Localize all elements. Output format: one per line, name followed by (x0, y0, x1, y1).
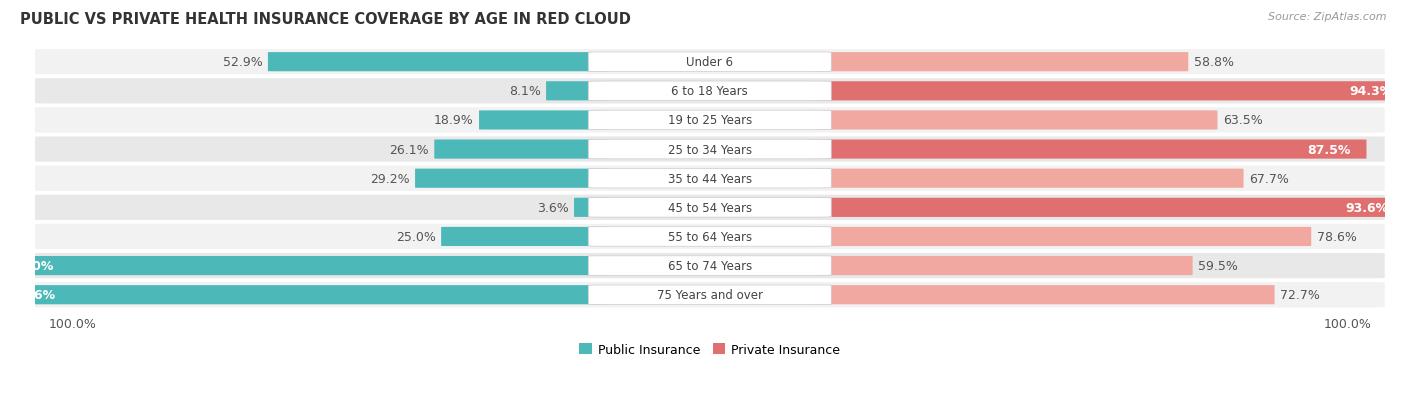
FancyBboxPatch shape (588, 82, 831, 101)
FancyBboxPatch shape (813, 227, 1312, 247)
FancyBboxPatch shape (35, 195, 1385, 221)
Text: 78.6%: 78.6% (1316, 230, 1357, 243)
Text: Under 6: Under 6 (686, 56, 734, 69)
FancyBboxPatch shape (813, 285, 1275, 304)
Text: 72.7%: 72.7% (1279, 289, 1320, 301)
Text: 26.1%: 26.1% (389, 143, 429, 156)
FancyBboxPatch shape (35, 50, 1385, 75)
FancyBboxPatch shape (588, 285, 831, 305)
FancyBboxPatch shape (813, 53, 1188, 72)
Legend: Public Insurance, Private Insurance: Public Insurance, Private Insurance (574, 338, 845, 361)
Text: Source: ZipAtlas.com: Source: ZipAtlas.com (1268, 12, 1386, 22)
FancyBboxPatch shape (588, 111, 831, 131)
FancyBboxPatch shape (588, 140, 831, 159)
Text: 45 to 54 Years: 45 to 54 Years (668, 202, 752, 214)
FancyBboxPatch shape (35, 282, 1385, 308)
FancyBboxPatch shape (588, 227, 831, 247)
FancyBboxPatch shape (588, 198, 831, 218)
Text: 8.1%: 8.1% (509, 85, 541, 98)
Text: 75 Years and over: 75 Years and over (657, 289, 763, 301)
FancyBboxPatch shape (434, 140, 607, 159)
Text: 65 to 74 Years: 65 to 74 Years (668, 259, 752, 273)
Text: 87.5%: 87.5% (1308, 143, 1350, 156)
Text: 35 to 44 Years: 35 to 44 Years (668, 172, 752, 185)
FancyBboxPatch shape (35, 79, 1385, 104)
FancyBboxPatch shape (415, 169, 607, 188)
Text: 67.7%: 67.7% (1249, 172, 1289, 185)
FancyBboxPatch shape (0, 256, 607, 275)
FancyBboxPatch shape (35, 253, 1385, 279)
Text: 93.6%: 93.6% (1346, 202, 1388, 214)
FancyBboxPatch shape (813, 169, 1243, 188)
Text: 19 to 25 Years: 19 to 25 Years (668, 114, 752, 127)
Text: 97.0%: 97.0% (10, 259, 53, 273)
Text: 52.9%: 52.9% (222, 56, 263, 69)
Text: 96.6%: 96.6% (13, 289, 56, 301)
FancyBboxPatch shape (813, 140, 1367, 159)
Text: 100.0%: 100.0% (48, 317, 96, 330)
FancyBboxPatch shape (479, 111, 607, 130)
FancyBboxPatch shape (35, 137, 1385, 162)
Text: 63.5%: 63.5% (1223, 114, 1263, 127)
FancyBboxPatch shape (35, 224, 1385, 249)
FancyBboxPatch shape (588, 256, 831, 275)
FancyBboxPatch shape (588, 169, 831, 188)
Text: 25 to 34 Years: 25 to 34 Years (668, 143, 752, 156)
FancyBboxPatch shape (441, 227, 607, 247)
FancyBboxPatch shape (813, 198, 1405, 217)
FancyBboxPatch shape (813, 82, 1406, 101)
Text: 59.5%: 59.5% (1198, 259, 1237, 273)
FancyBboxPatch shape (813, 111, 1218, 130)
Text: PUBLIC VS PRIVATE HEALTH INSURANCE COVERAGE BY AGE IN RED CLOUD: PUBLIC VS PRIVATE HEALTH INSURANCE COVER… (20, 12, 630, 27)
FancyBboxPatch shape (35, 166, 1385, 191)
Text: 6 to 18 Years: 6 to 18 Years (672, 85, 748, 98)
FancyBboxPatch shape (0, 285, 607, 304)
Text: 25.0%: 25.0% (396, 230, 436, 243)
Text: 94.3%: 94.3% (1350, 85, 1392, 98)
FancyBboxPatch shape (35, 108, 1385, 133)
FancyBboxPatch shape (269, 53, 607, 72)
FancyBboxPatch shape (813, 256, 1192, 275)
Text: 29.2%: 29.2% (370, 172, 409, 185)
Text: 18.9%: 18.9% (434, 114, 474, 127)
FancyBboxPatch shape (546, 82, 607, 101)
Text: 58.8%: 58.8% (1194, 56, 1233, 69)
FancyBboxPatch shape (574, 198, 607, 217)
Text: 55 to 64 Years: 55 to 64 Years (668, 230, 752, 243)
Text: 100.0%: 100.0% (1323, 317, 1371, 330)
Text: 3.6%: 3.6% (537, 202, 568, 214)
FancyBboxPatch shape (588, 53, 831, 72)
